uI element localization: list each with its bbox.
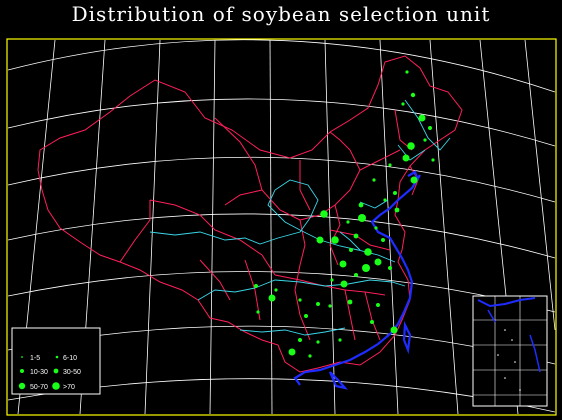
legend-label: 50-70: [30, 384, 48, 391]
legend-symbol-1-5: [21, 356, 23, 358]
legend-item: 10-30: [20, 369, 48, 376]
legend-item: 50-70: [18, 382, 48, 391]
legend: 1-5 6-10 10-30 30-50 50-70 >70: [11, 327, 101, 395]
legend-label: 30-50: [63, 369, 81, 376]
legend-item: >70: [52, 382, 75, 391]
legend-symbol-6-10: [55, 355, 59, 359]
legend-label: 1-5: [30, 355, 40, 362]
map-title: Distribution of soybean selection unit: [71, 2, 491, 26]
legend-symbol-over-70: [52, 382, 60, 390]
legend-symbol-10-30: [20, 369, 24, 373]
legend-symbol-30-50: [53, 368, 59, 374]
legend-label: 10-30: [30, 369, 48, 376]
coastline: [293, 170, 421, 390]
legend-symbol-50-70: [18, 382, 26, 390]
legend-item: 6-10: [55, 355, 77, 362]
selection-unit-points: [254, 70, 435, 358]
legend-label: 6-10: [63, 355, 77, 362]
rivers: [149, 99, 451, 336]
legend-item: 30-50: [53, 368, 81, 376]
legend-label: >70: [63, 384, 75, 391]
legend-item: 1-5: [21, 355, 40, 362]
map-frame: [6, 38, 557, 416]
south-china-sea-inset: [472, 295, 548, 407]
